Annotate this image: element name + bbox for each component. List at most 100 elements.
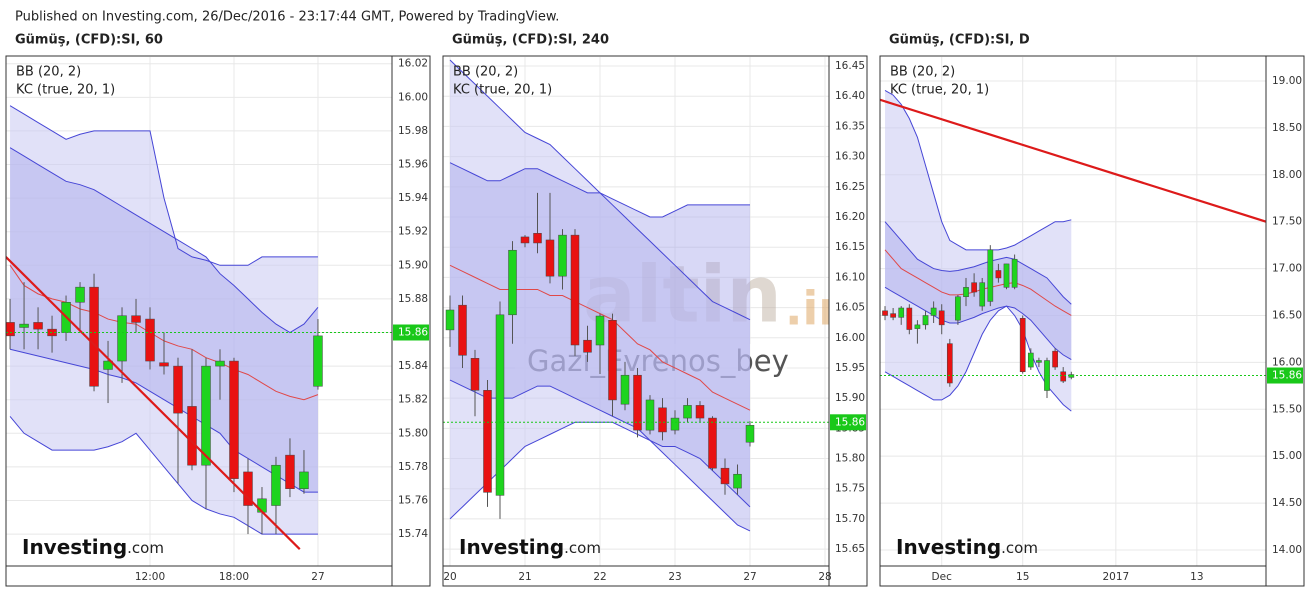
candle-body	[922, 315, 929, 326]
y-tick-label: 15.82	[398, 394, 428, 406]
y-tick-label: 16.00	[398, 91, 428, 103]
y-tick-label: 16.40	[835, 90, 865, 102]
last-price-tag	[1267, 367, 1303, 384]
y-tick-label: 15.94	[398, 192, 428, 204]
logo-suffix: .com	[127, 539, 164, 557]
candle-body	[898, 307, 905, 318]
candle-body	[938, 310, 945, 326]
candle-body	[1027, 352, 1034, 368]
candle-body	[963, 287, 969, 297]
candle-body	[583, 339, 592, 353]
x-tick-label: 27	[311, 571, 324, 583]
x-tick-label: 21	[518, 571, 531, 583]
plot	[880, 57, 1266, 566]
y-tick-label: 15.88	[398, 293, 428, 305]
y-tick-label: 15.75	[835, 483, 865, 495]
candle-body	[520, 236, 530, 244]
candle-body	[271, 464, 281, 506]
candle-body	[733, 473, 742, 489]
y-tick-label: 16.50	[1272, 309, 1302, 321]
candle-body	[229, 360, 239, 479]
candle-body	[173, 365, 183, 414]
band-line	[9, 105, 318, 266]
y-tick-label: 15.90	[398, 259, 428, 271]
candle-body	[299, 471, 309, 489]
band-line	[884, 221, 1072, 305]
candle-body	[670, 417, 680, 431]
candle-body	[545, 239, 555, 277]
x-tick-label: 18:00	[219, 571, 249, 583]
band-line	[9, 147, 319, 334]
y-tick-label: 14.50	[1272, 497, 1302, 509]
y-tick-label: 17.00	[1272, 263, 1302, 275]
y-tick-label: 18.00	[1272, 169, 1302, 181]
y-tick-label: 14.00	[1272, 544, 1302, 556]
x-tick-label: 22	[593, 571, 606, 583]
band-line	[449, 162, 750, 218]
y-tick-label: 16.45	[835, 60, 865, 72]
candle-body	[570, 234, 580, 346]
panel-frame	[5, 55, 431, 587]
candle-body	[103, 360, 113, 370]
candle-body	[979, 282, 986, 307]
candle-body	[930, 307, 937, 316]
candle-body	[470, 358, 480, 391]
candle-body	[658, 407, 667, 433]
candle-body	[1003, 263, 1010, 288]
y-tick-label: 15.90	[835, 392, 865, 404]
candle-body	[955, 296, 961, 321]
y-tick-label: 15.65	[835, 543, 865, 555]
watermark: .in	[785, 282, 851, 336]
x-tick-label: 12:00	[135, 571, 165, 583]
candle-body	[159, 362, 169, 367]
candle-body	[708, 417, 717, 469]
y-tick-label: 18.50	[1272, 122, 1302, 134]
indicator-label: KC (true, 20, 1)	[453, 83, 552, 98]
y-tick-label: 16.35	[835, 120, 865, 132]
x-tick-label: 28	[818, 571, 831, 583]
candle-body	[695, 405, 705, 419]
candle-body	[33, 322, 43, 330]
candle-body	[683, 405, 692, 419]
candle-body	[914, 324, 921, 329]
last-price-label: 15.86	[398, 326, 428, 338]
candle-body	[1052, 350, 1058, 368]
panel-frame	[442, 55, 868, 587]
band-line	[9, 348, 318, 493]
band-line	[9, 416, 318, 535]
indicator-label: KC (true, 20, 1)	[16, 83, 115, 98]
logo: Investing.com	[22, 535, 164, 559]
logo-word: Investing	[459, 535, 564, 559]
candle-body	[620, 374, 630, 405]
trendline	[6, 256, 301, 550]
candle-body	[89, 286, 99, 387]
candle-body	[285, 454, 295, 489]
published-note: Published on Investing.com, 26/Dec/2016 …	[15, 10, 559, 25]
band-line	[884, 305, 1072, 412]
y-tick-label: 16.20	[835, 211, 865, 223]
indicator-label: BB (20, 2)	[890, 65, 955, 80]
band-line	[884, 249, 1072, 316]
x-tick-label: 20	[443, 571, 456, 583]
candle-body	[117, 315, 127, 362]
y-tick-label: 15.70	[835, 513, 865, 525]
candle-body	[458, 304, 467, 356]
candle-body	[131, 315, 141, 323]
y-tick-label: 15.78	[398, 461, 428, 473]
candle-body	[215, 360, 225, 367]
last-price-tag	[830, 414, 866, 431]
candle-body	[243, 471, 253, 506]
candle-body	[495, 314, 505, 496]
candle-body	[445, 309, 455, 331]
indicator-label: BB (20, 2)	[16, 65, 81, 80]
candle-body	[313, 335, 323, 387]
x-tick-label: 23	[668, 571, 681, 583]
candle-body	[1060, 371, 1067, 382]
logo-suffix: .com	[1001, 539, 1038, 557]
candle-body	[6, 322, 15, 337]
candle-body	[1036, 360, 1042, 363]
candle-body	[720, 467, 730, 485]
plot	[6, 57, 392, 566]
